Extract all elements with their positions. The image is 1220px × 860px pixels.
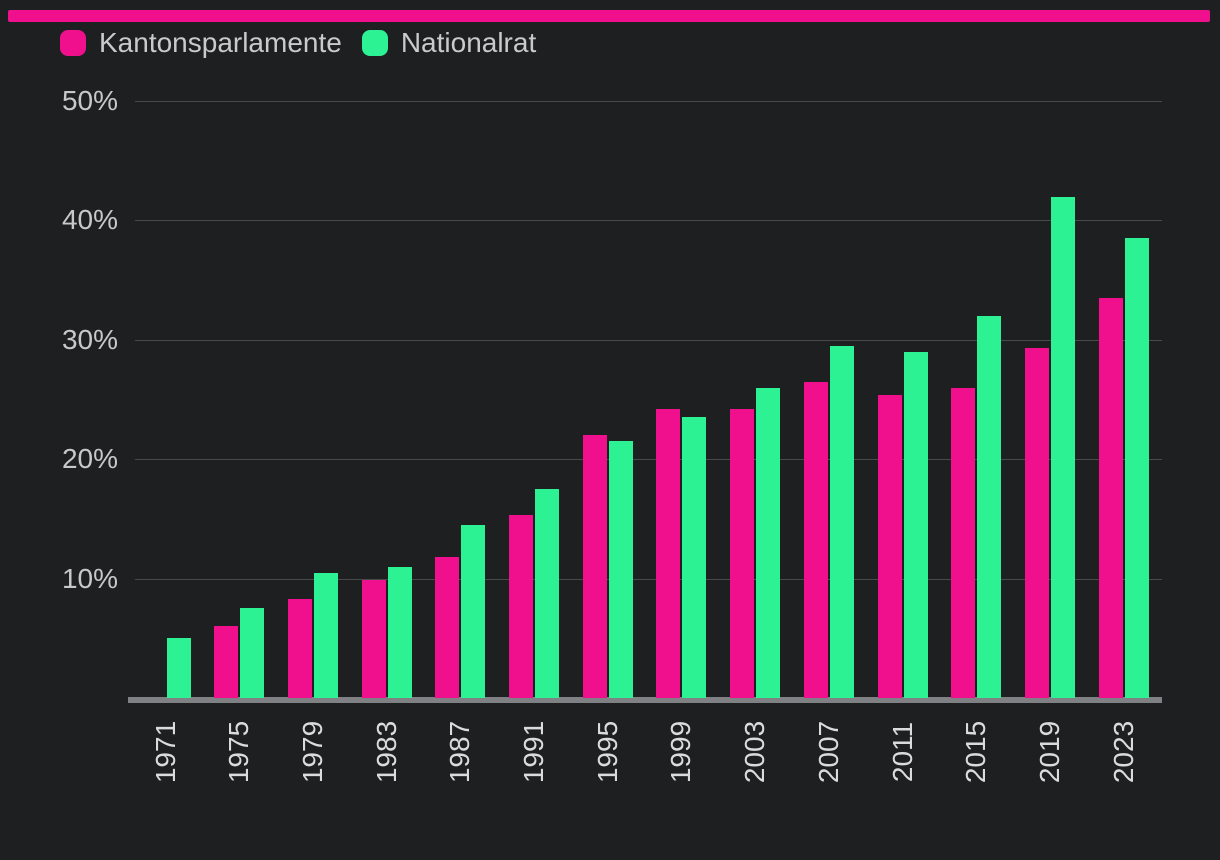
y-tick-50: 50%	[61, 85, 118, 116]
bar-nationalrat-1975[interactable]	[240, 608, 265, 698]
gridline-50	[135, 101, 1162, 102]
legend-swatch-nationalrat	[361, 30, 388, 56]
bar-nationalrat-1983[interactable]	[387, 566, 412, 698]
bar-kantonsparlamente-1983[interactable]	[361, 579, 386, 698]
x-tick-2019: 2019	[1033, 720, 1065, 784]
header-accent-bar	[8, 10, 1210, 22]
x-tick-1971: 1971	[149, 720, 181, 784]
x-tick-2003: 2003	[739, 720, 771, 784]
x-tick-2007: 2007	[812, 720, 844, 784]
bar-nationalrat-1979[interactable]	[313, 572, 338, 698]
bar-kantonsparlamente-1979[interactable]	[287, 598, 312, 698]
x-tick-1987: 1987	[444, 720, 476, 784]
legend: Kantonsparlamente Nationalrat	[60, 29, 556, 57]
bar-kantonsparlamente-2015[interactable]	[951, 387, 976, 698]
bar-nationalrat-2015[interactable]	[977, 315, 1002, 698]
bar-nationalrat-2019[interactable]	[1050, 196, 1075, 698]
legend-item-kantonsparlamente: Kantonsparlamente	[60, 29, 342, 57]
bar-nationalrat-2011[interactable]	[903, 351, 928, 698]
gridline-40	[135, 220, 1162, 222]
bar-kantonsparlamente-1987[interactable]	[435, 557, 460, 698]
x-tick-1975: 1975	[223, 720, 255, 784]
gridline-20	[135, 459, 1162, 461]
bar-nationalrat-1999[interactable]	[682, 417, 707, 698]
x-tick-1995: 1995	[591, 720, 623, 784]
bar-nationalrat-1995[interactable]	[608, 441, 633, 698]
legend-label-nationalrat: Nationalrat	[400, 27, 537, 58]
legend-label-kantonsparlamente: Kantonsparlamente	[99, 27, 342, 58]
legend-swatch-kantonsparlamente	[60, 30, 86, 56]
bar-kantonsparlamente-1995[interactable]	[582, 435, 607, 698]
bar-kantonsparlamente-1991[interactable]	[509, 515, 533, 698]
x-tick-2015: 2015	[960, 720, 992, 784]
y-tick-30: 30%	[61, 323, 118, 355]
x-tick-1979: 1979	[296, 720, 328, 784]
bar-kantonsparlamente-2023[interactable]	[1098, 298, 1123, 698]
bar-nationalrat-2023[interactable]	[1124, 238, 1149, 698]
bar-kantonsparlamente-1975[interactable]	[214, 626, 239, 698]
y-tick-20: 20%	[61, 443, 118, 475]
x-tick-1999: 1999	[665, 720, 697, 784]
legend-item-nationalrat: Nationalrat	[361, 27, 537, 58]
bar-kantonsparlamente-2019[interactable]	[1024, 348, 1049, 698]
x-axis-line	[128, 697, 1162, 703]
bar-kantonsparlamente-2007[interactable]	[803, 381, 828, 698]
x-tick-2023: 2023	[1107, 720, 1139, 784]
y-tick-40: 40%	[61, 204, 118, 236]
bar-kantonsparlamente-2011[interactable]	[877, 394, 902, 698]
gridline-10	[135, 578, 1162, 580]
gridline-30	[135, 339, 1162, 341]
bar-nationalrat-2007[interactable]	[829, 345, 854, 698]
x-tick-1991: 1991	[518, 720, 549, 784]
bar-nationalrat-2003[interactable]	[756, 387, 781, 698]
bar-nationalrat-1971[interactable]	[166, 638, 191, 698]
bar-kantonsparlamente-2003[interactable]	[730, 409, 755, 698]
bar-nationalrat-1991[interactable]	[535, 489, 559, 698]
bar-nationalrat-1987[interactable]	[461, 524, 486, 698]
y-tick-10: 10%	[61, 562, 118, 594]
x-tick-2011: 2011	[886, 721, 918, 783]
x-tick-1983: 1983	[370, 720, 402, 784]
bar-kantonsparlamente-1999[interactable]	[656, 409, 681, 698]
